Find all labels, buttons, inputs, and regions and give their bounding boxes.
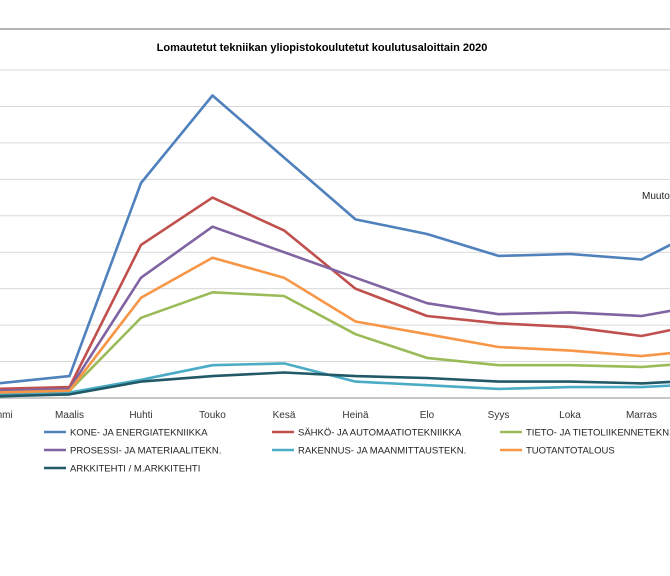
x-tick-label: Huhti xyxy=(129,410,152,421)
x-tick-label: Tammi xyxy=(0,410,13,421)
x-tick-label: Heinä xyxy=(342,410,369,421)
series-line xyxy=(0,94,670,385)
annotation-label: Muuto xyxy=(642,191,670,202)
series-line xyxy=(0,256,670,394)
series-line xyxy=(0,225,670,392)
x-tick-label: Marras xyxy=(626,410,657,421)
grid-lines xyxy=(0,69,670,363)
x-tick-label: Syys xyxy=(488,410,510,421)
legend: KONE- JA ENERGIATEKNIIKKA SÄHKÖ- JA AUTOM… xyxy=(44,428,670,475)
x-axis: Tammi Maalis Huhti Touko Kesä Heinä Elo Syys Lok… xyxy=(0,397,670,421)
series-line xyxy=(0,362,670,396)
series-line xyxy=(0,290,670,394)
x-tick-label: Elo xyxy=(420,410,435,421)
series-line xyxy=(0,196,670,391)
series-line xyxy=(0,371,670,398)
legend-item: KONE- JA ENERGIATEKNIIKKA xyxy=(70,428,208,439)
x-tick-label: Maalis xyxy=(55,410,84,421)
x-tick-label: Kesä xyxy=(273,410,296,421)
series-lines xyxy=(0,94,670,398)
x-tick-label: Touko xyxy=(199,410,226,421)
legend-item: TUOTANTOTALOUS xyxy=(526,446,615,457)
legend-item: PROSESSI- JA MATERIAALITEKN. xyxy=(70,446,221,457)
x-tick-label: Loka xyxy=(559,410,581,421)
chart-title: Lomautetut tekniikan yliopistokoulutetut… xyxy=(157,42,488,54)
legend-item: SÄHKÖ- JA AUTOMAATIOTEKNIIKKA xyxy=(298,428,462,439)
legend-item: RAKENNUS- JA MAANMITTAUSTEKN. xyxy=(298,446,466,457)
legend-item: ARKKITEHTI / M.ARKKITEHTI xyxy=(70,464,200,475)
legend-item: TIETO- JA TIETOLIIKENNETEKN. xyxy=(526,428,670,439)
